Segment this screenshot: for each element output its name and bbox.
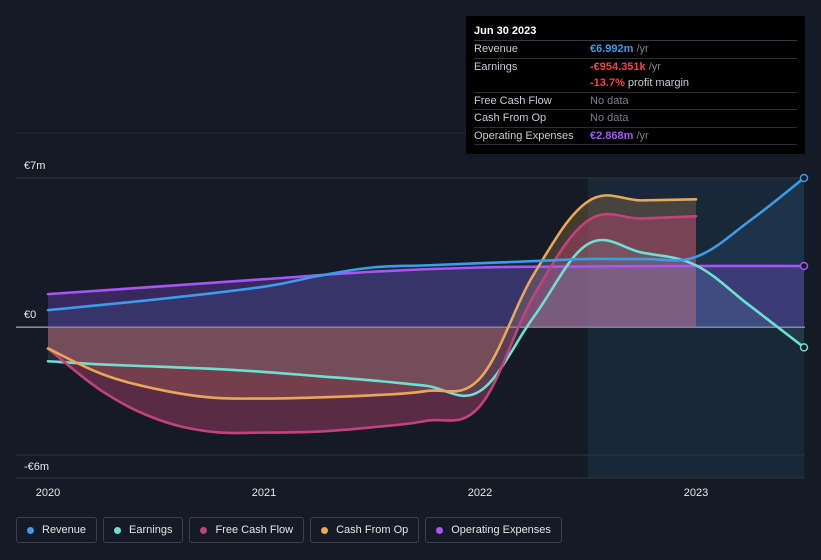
tooltip-label: Operating Expenses	[474, 129, 574, 142]
tooltip-value: No data	[590, 112, 629, 124]
tooltip-label: Revenue	[474, 43, 519, 55]
x-tick-label: 2022	[468, 487, 492, 499]
series-line-free-cash-flow	[46, 212, 698, 435]
legend-item-operating-expenses[interactable]: Operating Expenses	[425, 517, 562, 543]
area-cash-from-op	[48, 195, 696, 399]
chart: €7m €0 -€6m 2020 2021 2022 2023	[16, 132, 809, 499]
y-tick-label: -€6m	[24, 461, 49, 473]
tooltip-value: -13.7%	[590, 77, 625, 89]
legend-label: Cash From Op	[336, 524, 409, 536]
tooltip-row-cfo: Cash From Op No data	[474, 110, 797, 128]
tooltip: Jun 30 2023 Revenue €6.992m /yr Earnings…	[466, 16, 805, 154]
area-free-cash-flow	[48, 214, 696, 434]
legend-item-cash-from-op[interactable]: Cash From Op	[310, 517, 420, 543]
legend-label: Free Cash Flow	[215, 524, 294, 536]
tooltip-suffix: /yr	[633, 43, 649, 55]
series-line-cash-from-op	[46, 194, 698, 400]
tooltip-row-earnings: Earnings -€954.351k /yr	[474, 59, 797, 76]
tooltip-label: Cash From Op	[474, 112, 547, 124]
area-earnings	[48, 239, 804, 396]
area-revenue	[48, 178, 804, 328]
tooltip-label: Free Cash Flow	[474, 94, 552, 107]
legend-dot-icon	[27, 526, 34, 534]
end-marker-earnings	[799, 343, 809, 352]
tooltip-date: Jun 30 2023	[474, 23, 797, 41]
tooltip-row-revenue: Revenue €6.992m /yr	[474, 41, 797, 59]
tooltip-value: €6.992m	[590, 43, 634, 55]
series-line-revenue	[46, 176, 806, 312]
legend-label: Earnings	[129, 524, 173, 536]
tooltip-row-opex: Operating Expenses €2.868m /yr	[474, 128, 797, 145]
end-marker-revenue	[799, 173, 809, 183]
tooltip-value: €2.868m	[590, 129, 634, 142]
tooltip-suffix: /yr	[645, 60, 661, 73]
y-tick-label: €7m	[24, 160, 45, 172]
tooltip-row-margin: -13.7% profit margin	[474, 75, 797, 93]
end-marker-operating-expenses	[799, 261, 809, 271]
x-tick-label: 2021	[252, 487, 276, 499]
tooltip-label: Earnings	[474, 60, 518, 73]
future-highlight-band	[588, 178, 804, 478]
legend-label: Revenue	[42, 524, 87, 536]
tooltip-label	[474, 75, 590, 92]
tooltip-value: No data	[590, 94, 629, 107]
series-line-operating-expenses	[46, 264, 806, 296]
legend-dot-icon	[114, 526, 122, 534]
legend: Revenue Earnings Free Cash Flow Cash Fro…	[16, 517, 562, 545]
legend-item-earnings[interactable]: Earnings	[103, 517, 184, 543]
legend-label: Operating Expenses	[451, 524, 551, 536]
y-tick-label: €0	[24, 309, 36, 321]
tooltip-suffix: /yr	[633, 129, 649, 142]
x-tick-label: 2023	[684, 487, 708, 499]
legend-dot-icon	[200, 526, 208, 534]
tooltip-value: -€954.351k	[590, 60, 646, 73]
legend-item-free-cash-flow[interactable]: Free Cash Flow	[189, 517, 305, 543]
tooltip-suffix: profit margin	[624, 77, 690, 89]
legend-item-revenue[interactable]: Revenue	[16, 517, 98, 543]
tooltip-row-fcf: Free Cash Flow No data	[474, 93, 797, 110]
legend-dot-icon	[321, 526, 329, 534]
legend-dot-icon	[436, 526, 444, 534]
x-tick-label: 2020	[36, 487, 60, 499]
